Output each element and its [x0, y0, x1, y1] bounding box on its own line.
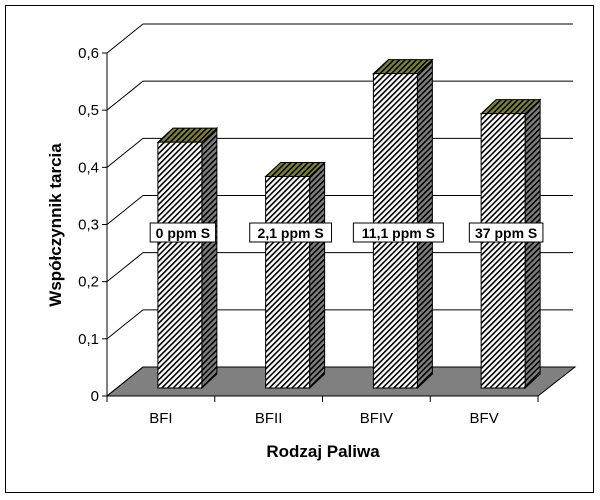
y-axis-title: Współczynnik tarcia — [46, 143, 65, 307]
gridline-diagonal — [106, 366, 144, 397]
data-label-box — [352, 222, 444, 243]
bar-front — [480, 113, 526, 389]
bar-side — [309, 161, 326, 390]
bar-BFV — [479, 98, 542, 390]
bar-front — [265, 175, 311, 389]
x-tick-label: BFII — [255, 410, 283, 427]
gridline-diagonal — [106, 137, 144, 168]
y-tick-label: 0,6 — [78, 45, 99, 62]
bar-side — [201, 127, 218, 390]
x-tick-label: BFIV — [360, 410, 393, 427]
y-tick-label: 0 — [91, 388, 99, 405]
y-tick-label: 0,4 — [78, 159, 99, 176]
bar-BFII — [264, 161, 326, 390]
data-label-box — [149, 222, 217, 243]
data-label: 2,1 ppm S — [258, 225, 324, 241]
data-label-box — [249, 222, 333, 243]
y-tick-label: 0,5 — [78, 102, 99, 119]
bar-front — [157, 141, 203, 389]
chart-frame — [5, 5, 594, 493]
x-tick-label: BFV — [470, 410, 499, 427]
gridline-diagonal — [106, 252, 144, 283]
data-label: 37 ppm S — [475, 225, 537, 241]
data-label-box — [468, 222, 544, 243]
data-label: 11,1 ppm S — [362, 225, 435, 241]
bar-side — [524, 98, 541, 390]
data-label: 0 ppm S — [156, 225, 210, 241]
x-axis-title: Rodzaj Paliwa — [266, 442, 380, 461]
gridline-diagonal — [106, 80, 144, 111]
gridline-diagonal — [106, 309, 144, 340]
gridline-diagonal — [106, 195, 144, 225]
x-tick-label: BFI — [149, 410, 172, 427]
y-tick-label: 0,3 — [78, 217, 99, 234]
gridline-diagonal — [106, 23, 144, 54]
y-tick-label: 0,1 — [78, 331, 99, 348]
y-tick-label: 0,2 — [78, 274, 99, 291]
bar-BFI — [156, 127, 219, 390]
